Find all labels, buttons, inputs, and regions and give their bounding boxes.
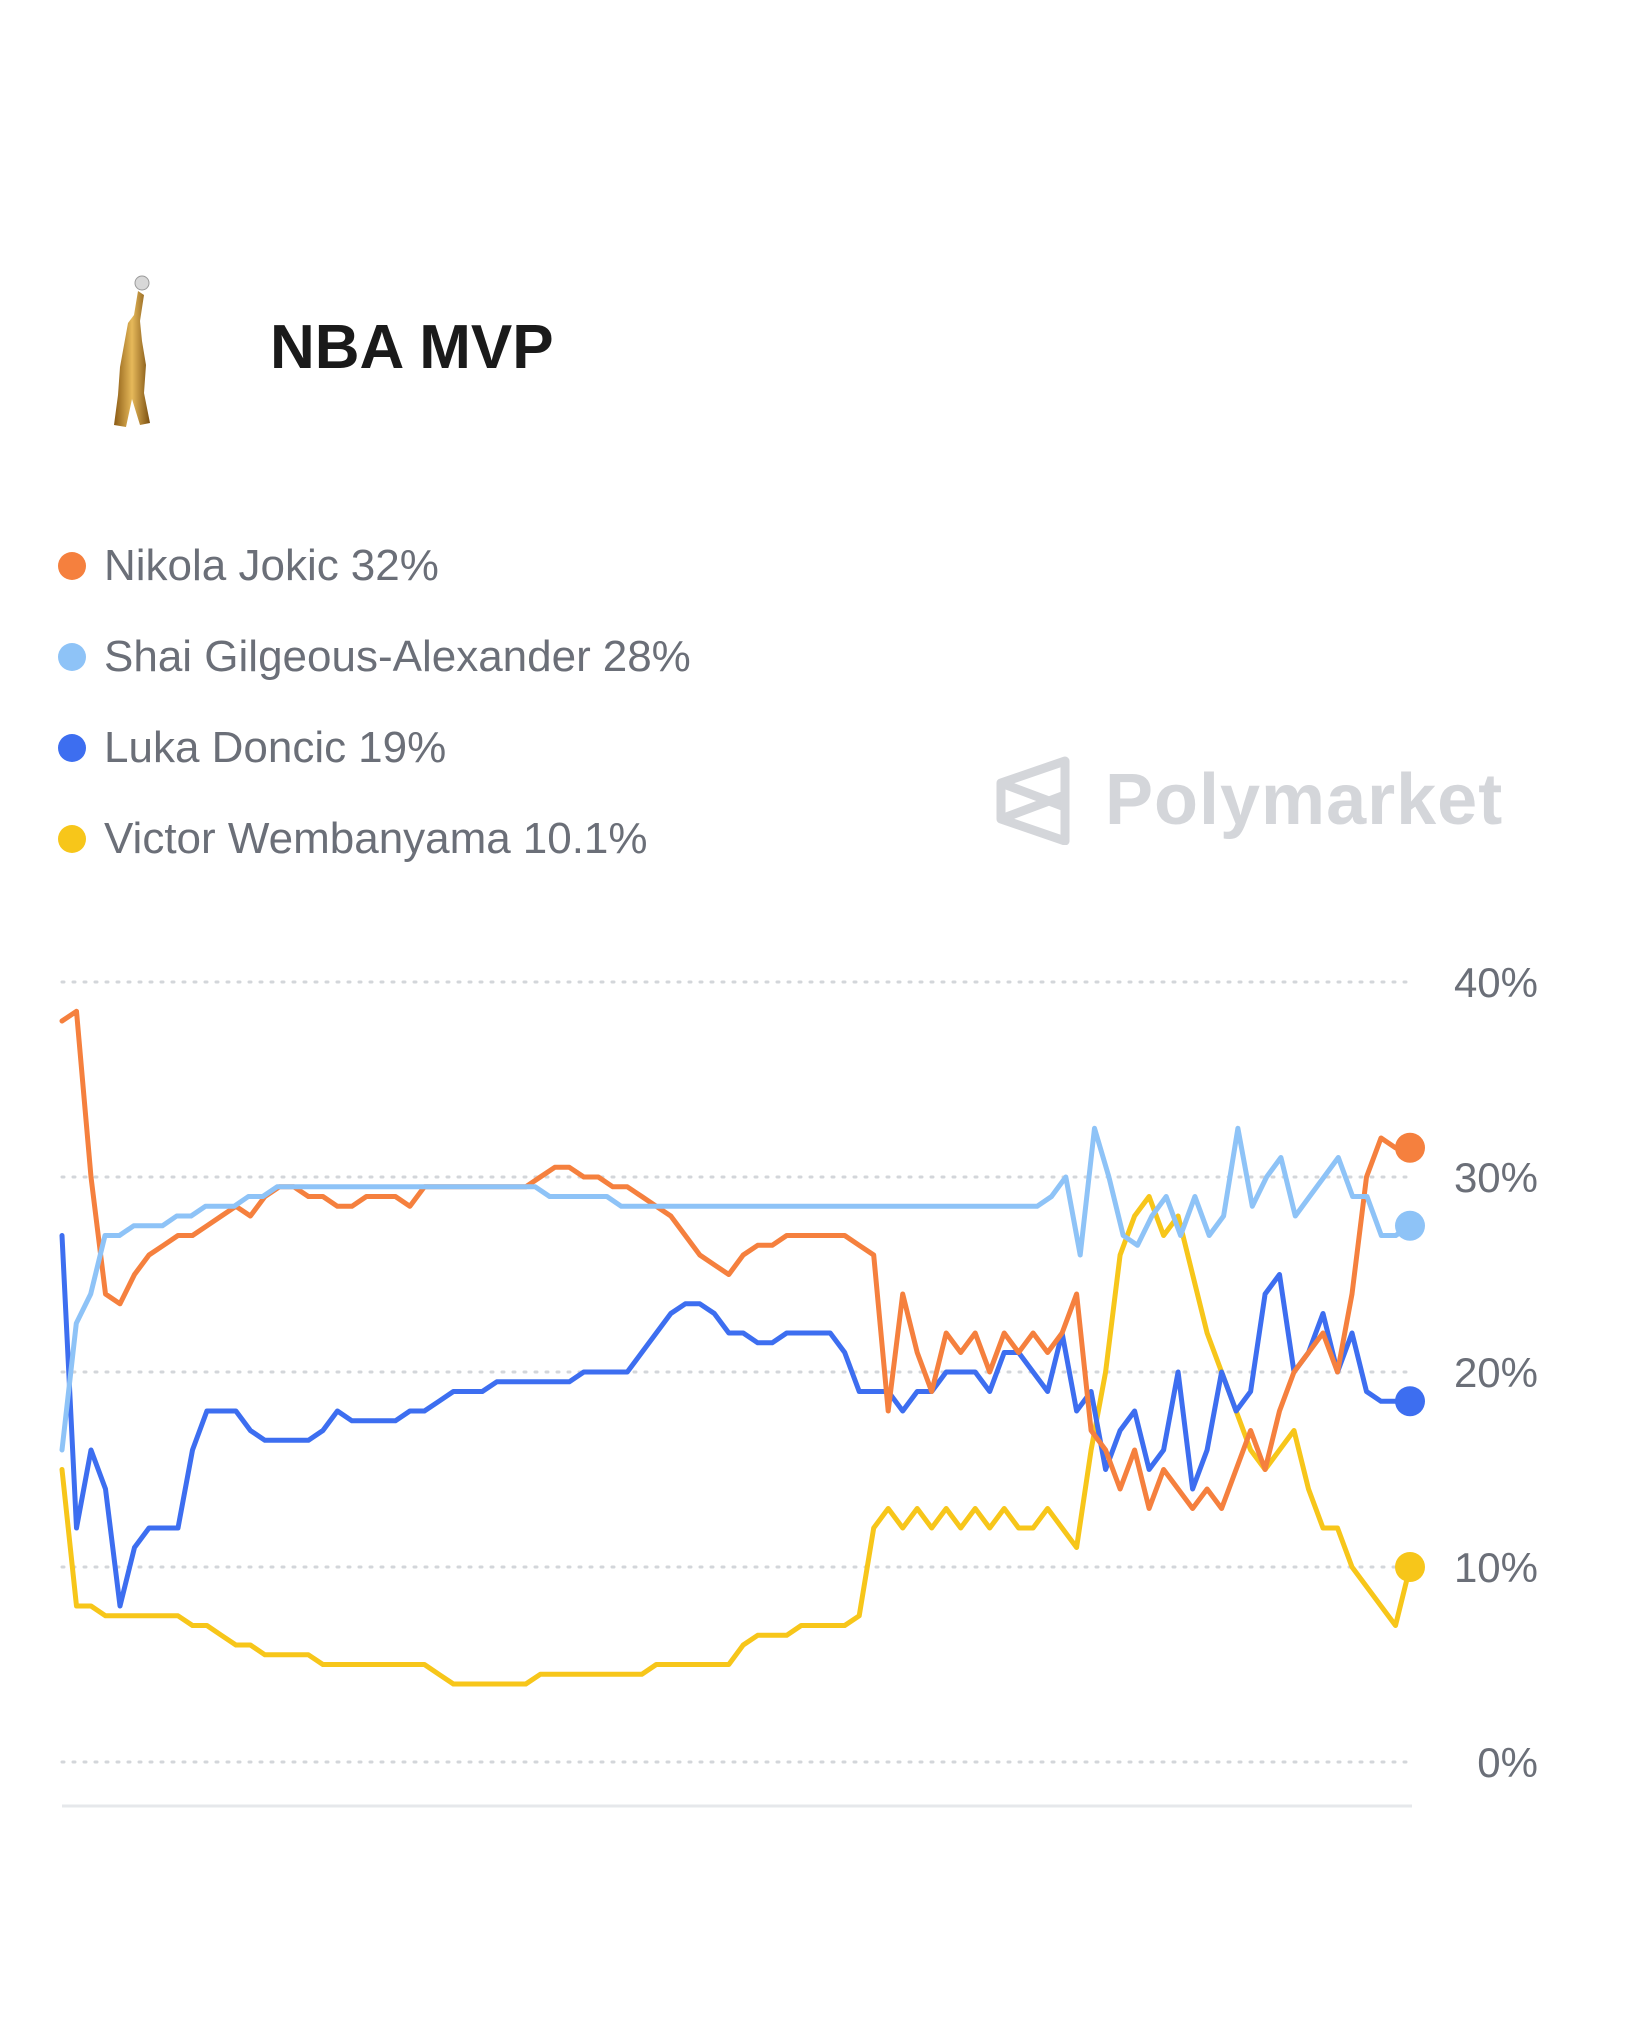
legend: Nikola Jokic 32% Shai Gilgeous-Alexander 2… (58, 520, 691, 884)
y-axis: 40% 30% 20% 10% 0% (1454, 959, 1538, 1786)
line-chart: 40% 30% 20% 10% 0% (59, 959, 1538, 1808)
legend-value: 28% (602, 631, 691, 681)
legend-value: 19% (358, 722, 447, 772)
legend-name: Luka Doncic (104, 722, 347, 772)
legend-value: 32% (350, 540, 439, 590)
series-line (59, 1233, 1413, 1609)
series-line (59, 1194, 1413, 1687)
y-tick-label: 10% (1454, 1544, 1538, 1591)
legend-item-sga: Shai Gilgeous-Alexander 28% (58, 611, 691, 702)
series-end-point (1395, 1210, 1425, 1241)
watermark-text: Polymarket (1105, 760, 1504, 840)
legend-dot (58, 642, 86, 671)
legend-dot (58, 824, 86, 853)
legend-item-wembanyama: Victor Wembanyama 10.1% (58, 793, 691, 884)
watermark: Polymarket (995, 755, 1503, 845)
grid (60, 980, 1412, 1764)
series-end-point (1395, 1386, 1425, 1417)
legend-dot (58, 551, 86, 580)
y-tick-label: 30% (1454, 1154, 1538, 1201)
y-tick-label: 0% (1477, 1739, 1538, 1786)
legend-item-doncic: Luka Doncic 19% (58, 702, 691, 793)
trophy-icon (114, 275, 150, 427)
series-line (59, 1125, 1413, 1453)
header (0, 240, 1632, 470)
legend-name: Nikola Jokic (104, 540, 339, 590)
y-tick-label: 40% (1454, 959, 1538, 1006)
legend-value: 10.1% (522, 813, 648, 863)
legend-name: Shai Gilgeous-Alexander (104, 631, 591, 681)
series-group (59, 1008, 1425, 1687)
series-end-point (1395, 1132, 1425, 1163)
page-title: NBA MVP (270, 313, 554, 382)
legend-name: Victor Wembanyama (104, 813, 511, 863)
legend-item-jokic: Nikola Jokic 32% (58, 520, 691, 611)
y-tick-label: 20% (1454, 1349, 1538, 1396)
legend-dot (58, 733, 86, 762)
polymarket-logo-icon (996, 756, 1070, 845)
series-end-point (1395, 1552, 1425, 1582)
